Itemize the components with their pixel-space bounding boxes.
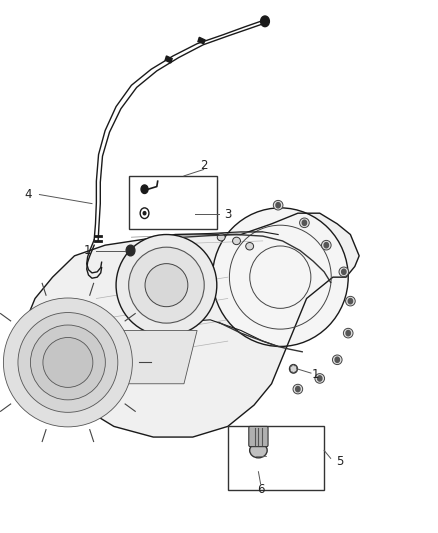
Ellipse shape <box>217 233 225 241</box>
Ellipse shape <box>300 218 309 228</box>
Text: 4: 4 <box>25 188 32 201</box>
Circle shape <box>143 212 146 215</box>
Circle shape <box>342 269 346 274</box>
Polygon shape <box>26 213 359 437</box>
Bar <box>129 176 217 229</box>
Text: 1: 1 <box>311 368 319 381</box>
Polygon shape <box>165 56 172 63</box>
Polygon shape <box>96 330 197 384</box>
Ellipse shape <box>250 443 267 458</box>
Ellipse shape <box>293 384 303 394</box>
Circle shape <box>296 386 300 392</box>
Circle shape <box>302 220 307 225</box>
Circle shape <box>126 245 135 256</box>
Ellipse shape <box>321 240 331 250</box>
Ellipse shape <box>30 325 105 400</box>
Ellipse shape <box>116 235 217 336</box>
Ellipse shape <box>346 296 355 306</box>
Text: 5: 5 <box>336 455 343 467</box>
Circle shape <box>335 357 339 362</box>
Circle shape <box>276 203 280 208</box>
Ellipse shape <box>290 365 297 373</box>
Ellipse shape <box>315 374 325 383</box>
Ellipse shape <box>246 243 254 250</box>
Polygon shape <box>198 37 205 44</box>
Text: 1: 1 <box>84 244 92 257</box>
Ellipse shape <box>332 355 342 365</box>
Text: 6: 6 <box>257 483 265 496</box>
Text: 2: 2 <box>200 159 208 172</box>
Ellipse shape <box>43 337 93 387</box>
Ellipse shape <box>339 267 349 277</box>
Ellipse shape <box>212 208 348 346</box>
Ellipse shape <box>233 237 240 245</box>
Bar <box>228 426 324 490</box>
Ellipse shape <box>26 321 110 404</box>
Circle shape <box>346 330 350 336</box>
Ellipse shape <box>145 264 188 306</box>
Circle shape <box>348 298 353 304</box>
Ellipse shape <box>4 298 132 427</box>
Circle shape <box>261 16 269 27</box>
Circle shape <box>141 185 148 193</box>
Text: 3: 3 <box>224 208 231 221</box>
Ellipse shape <box>129 247 204 323</box>
Ellipse shape <box>343 328 353 338</box>
FancyBboxPatch shape <box>249 426 268 447</box>
Ellipse shape <box>18 312 118 413</box>
Ellipse shape <box>273 200 283 210</box>
Circle shape <box>324 243 328 248</box>
Circle shape <box>318 376 322 381</box>
